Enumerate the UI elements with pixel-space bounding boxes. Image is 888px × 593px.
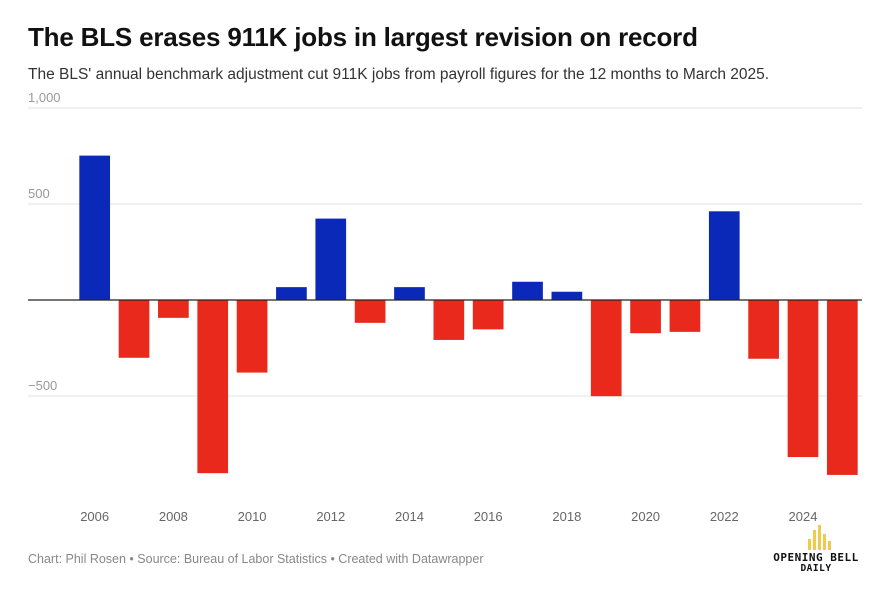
bar-2018 bbox=[551, 291, 583, 300]
bar-2015 bbox=[433, 300, 465, 340]
x-tick-label: 2018 bbox=[552, 509, 581, 524]
bar-2007 bbox=[118, 300, 150, 358]
bar-2023 bbox=[748, 300, 779, 359]
y-tick-label: 500 bbox=[28, 186, 50, 201]
bar-2013 bbox=[354, 300, 386, 323]
bar-2014 bbox=[394, 287, 425, 300]
bar-2008 bbox=[158, 300, 189, 318]
brand-logo: OPENING BELL DAILY bbox=[768, 522, 864, 574]
logo-line-2: DAILY bbox=[800, 563, 832, 574]
x-tick-label: 2010 bbox=[238, 509, 267, 524]
bar-2006 bbox=[79, 155, 111, 300]
bar-2012 bbox=[315, 218, 347, 300]
bar-2020 bbox=[630, 300, 661, 334]
x-tick-label: 2014 bbox=[395, 509, 424, 524]
bar-2011 bbox=[276, 287, 307, 300]
bar-chart-icon bbox=[808, 525, 831, 550]
x-tick-label: 2022 bbox=[710, 509, 739, 524]
x-tick-label: 2024 bbox=[789, 509, 818, 524]
bar-2009 bbox=[197, 300, 229, 474]
y-tick-label: −500 bbox=[28, 378, 57, 393]
chart-subtitle: The BLS' annual benchmark adjustment cut… bbox=[28, 66, 770, 83]
y-tick-label: 1,000 bbox=[28, 90, 61, 105]
x-tick-label: 2020 bbox=[631, 509, 660, 524]
chart-credit: Chart: Phil Rosen • Source: Bureau of La… bbox=[28, 552, 484, 566]
x-tick-label: 2008 bbox=[159, 509, 188, 524]
bar-2010 bbox=[236, 300, 268, 373]
bar-2021 bbox=[669, 300, 701, 332]
bar-2022 bbox=[708, 211, 740, 300]
bar-2016 bbox=[472, 300, 504, 330]
bar-2017 bbox=[512, 281, 543, 300]
x-tick-label: 2006 bbox=[80, 509, 109, 524]
chart-title: The BLS erases 911K jobs in largest revi… bbox=[28, 22, 698, 52]
logo-line-1: OPENING BELL bbox=[773, 551, 859, 564]
bar-2024 bbox=[787, 300, 819, 458]
bar-2019 bbox=[590, 300, 622, 397]
x-tick-label: 2016 bbox=[474, 509, 503, 524]
x-tick-label: 2012 bbox=[316, 509, 345, 524]
bar-2025 bbox=[826, 300, 858, 475]
